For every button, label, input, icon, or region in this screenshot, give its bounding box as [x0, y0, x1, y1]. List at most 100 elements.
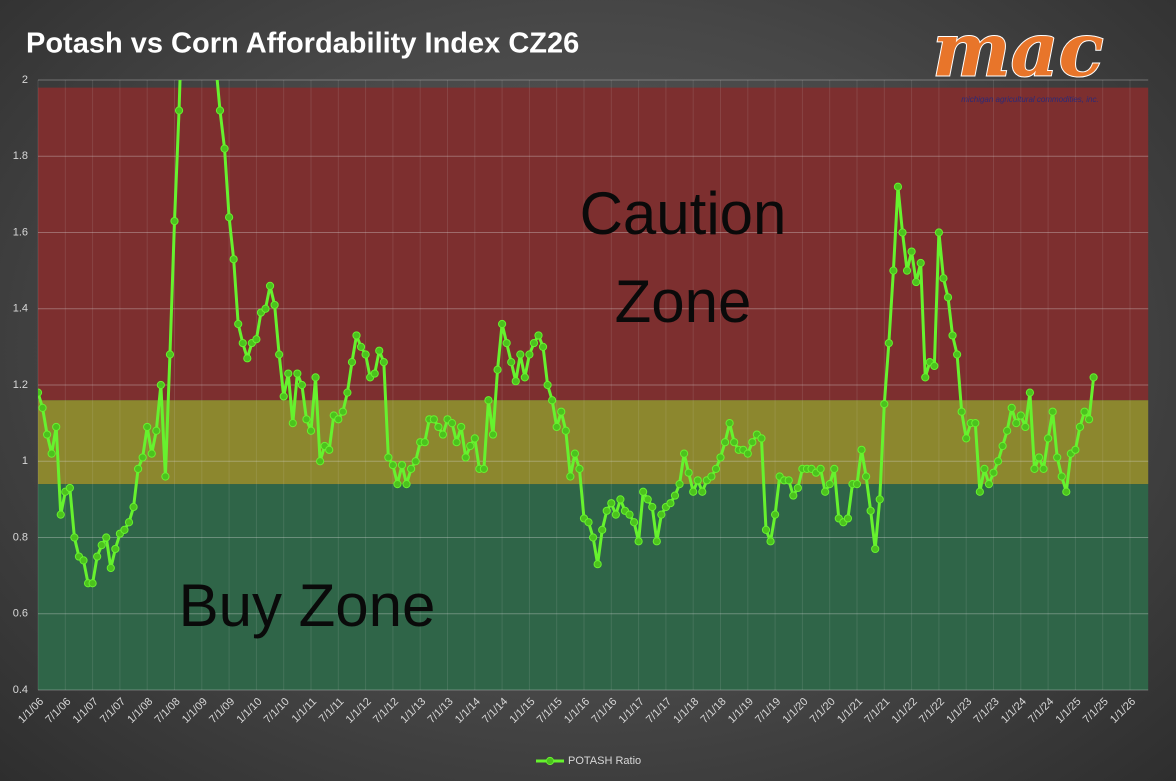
- data-point: [561, 426, 570, 435]
- x-tick-label: 7/1/16: [589, 696, 619, 726]
- data-point: [1048, 407, 1057, 416]
- data-point: [393, 480, 402, 489]
- data-point: [953, 350, 962, 359]
- data-point: [134, 464, 143, 473]
- data-point: [975, 487, 984, 496]
- x-tick-label: 1/1/20: [780, 696, 810, 726]
- data-point: [989, 468, 998, 477]
- data-point: [548, 396, 557, 405]
- data-point: [898, 228, 907, 237]
- x-tick-label: 7/1/06: [43, 696, 73, 726]
- data-point: [639, 487, 648, 496]
- x-tick-label: 1/1/10: [234, 696, 264, 726]
- logo: mac: [932, 8, 1103, 94]
- data-point: [238, 338, 247, 348]
- data-point: [325, 445, 334, 454]
- data-point: [757, 434, 766, 443]
- data-point: [598, 525, 607, 534]
- data-point: [316, 457, 325, 466]
- x-tick-label: 7/1/12: [371, 696, 401, 726]
- data-point: [611, 510, 620, 519]
- data-point: [693, 476, 702, 485]
- data-point: [434, 422, 443, 432]
- data-point: [102, 533, 111, 542]
- data-point: [402, 480, 411, 489]
- data-point: [589, 533, 598, 542]
- y-tick-label: 1.6: [13, 226, 28, 238]
- data-point: [143, 422, 152, 432]
- data-point: [129, 502, 138, 512]
- x-tick-label: 1/1/16: [562, 696, 592, 726]
- data-point: [857, 445, 866, 454]
- data-point: [907, 247, 916, 256]
- data-point: [793, 483, 802, 493]
- data-point: [889, 266, 898, 275]
- data-point: [993, 457, 1003, 466]
- data-point: [916, 258, 925, 268]
- data-point: [871, 544, 880, 554]
- data-point: [998, 441, 1007, 451]
- data-point: [356, 342, 366, 351]
- x-tick-label: 1/1/23: [944, 696, 974, 726]
- data-point: [984, 480, 994, 489]
- x-tick-label: 7/1/14: [480, 696, 510, 726]
- data-point: [675, 480, 684, 489]
- x-tick-label: 1/1/13: [398, 696, 428, 726]
- x-tick-label: 1/1/11: [290, 696, 320, 726]
- data-point: [297, 380, 306, 390]
- data-point: [293, 369, 302, 378]
- data-point: [229, 255, 238, 264]
- x-tick-label: 7/1/25: [1081, 696, 1111, 726]
- data-point: [634, 537, 643, 546]
- data-point: [1075, 422, 1085, 432]
- data-point: [566, 472, 575, 481]
- data-point: [493, 365, 502, 374]
- data-point: [602, 506, 611, 515]
- data-point: [875, 495, 884, 504]
- data-point: [479, 464, 488, 473]
- x-tick-label: 1/1/07: [71, 696, 101, 726]
- zone-label: Caution Zone: [579, 180, 787, 335]
- data-point: [816, 464, 825, 473]
- data-point: [498, 319, 507, 329]
- data-point: [1007, 403, 1016, 412]
- x-tick-label: 7/1/09: [207, 696, 237, 726]
- data-point: [79, 556, 88, 565]
- data-point: [570, 449, 580, 458]
- data-point: [934, 228, 944, 237]
- zone-label: Buy Zone: [179, 572, 436, 639]
- data-point: [743, 449, 752, 458]
- data-point: [1044, 434, 1053, 443]
- data-point: [1057, 472, 1066, 481]
- x-tick-label: 7/1/15: [535, 696, 565, 726]
- data-point: [520, 373, 529, 382]
- data-point: [511, 377, 520, 386]
- data-point: [347, 358, 357, 367]
- data-point: [375, 346, 384, 355]
- x-tick-label: 1/1/12: [344, 696, 374, 726]
- logo-tagline: michigan agricultural commodities, inc.: [961, 95, 1098, 104]
- data-point: [234, 319, 243, 329]
- x-tick-label: 7/1/13: [426, 696, 456, 726]
- data-point: [429, 415, 438, 424]
- data-point: [707, 472, 716, 481]
- data-point: [852, 480, 862, 489]
- data-point: [516, 350, 525, 359]
- data-point: [225, 213, 234, 222]
- data-point: [111, 544, 120, 554]
- data-point: [552, 422, 561, 432]
- data-point: [461, 453, 470, 462]
- data-point: [843, 514, 853, 523]
- x-tick-label: 1/1/17: [617, 696, 647, 726]
- x-tick-label: 7/1/20: [808, 696, 838, 726]
- data-point: [921, 373, 930, 382]
- data-point: [484, 396, 493, 405]
- x-tick-label: 1/1/22: [890, 696, 920, 726]
- zone: [38, 484, 1149, 690]
- data-point: [943, 293, 953, 302]
- data-point: [629, 518, 639, 527]
- y-tick-label: 2: [22, 74, 28, 86]
- data-point: [120, 525, 129, 534]
- data-point: [625, 510, 634, 519]
